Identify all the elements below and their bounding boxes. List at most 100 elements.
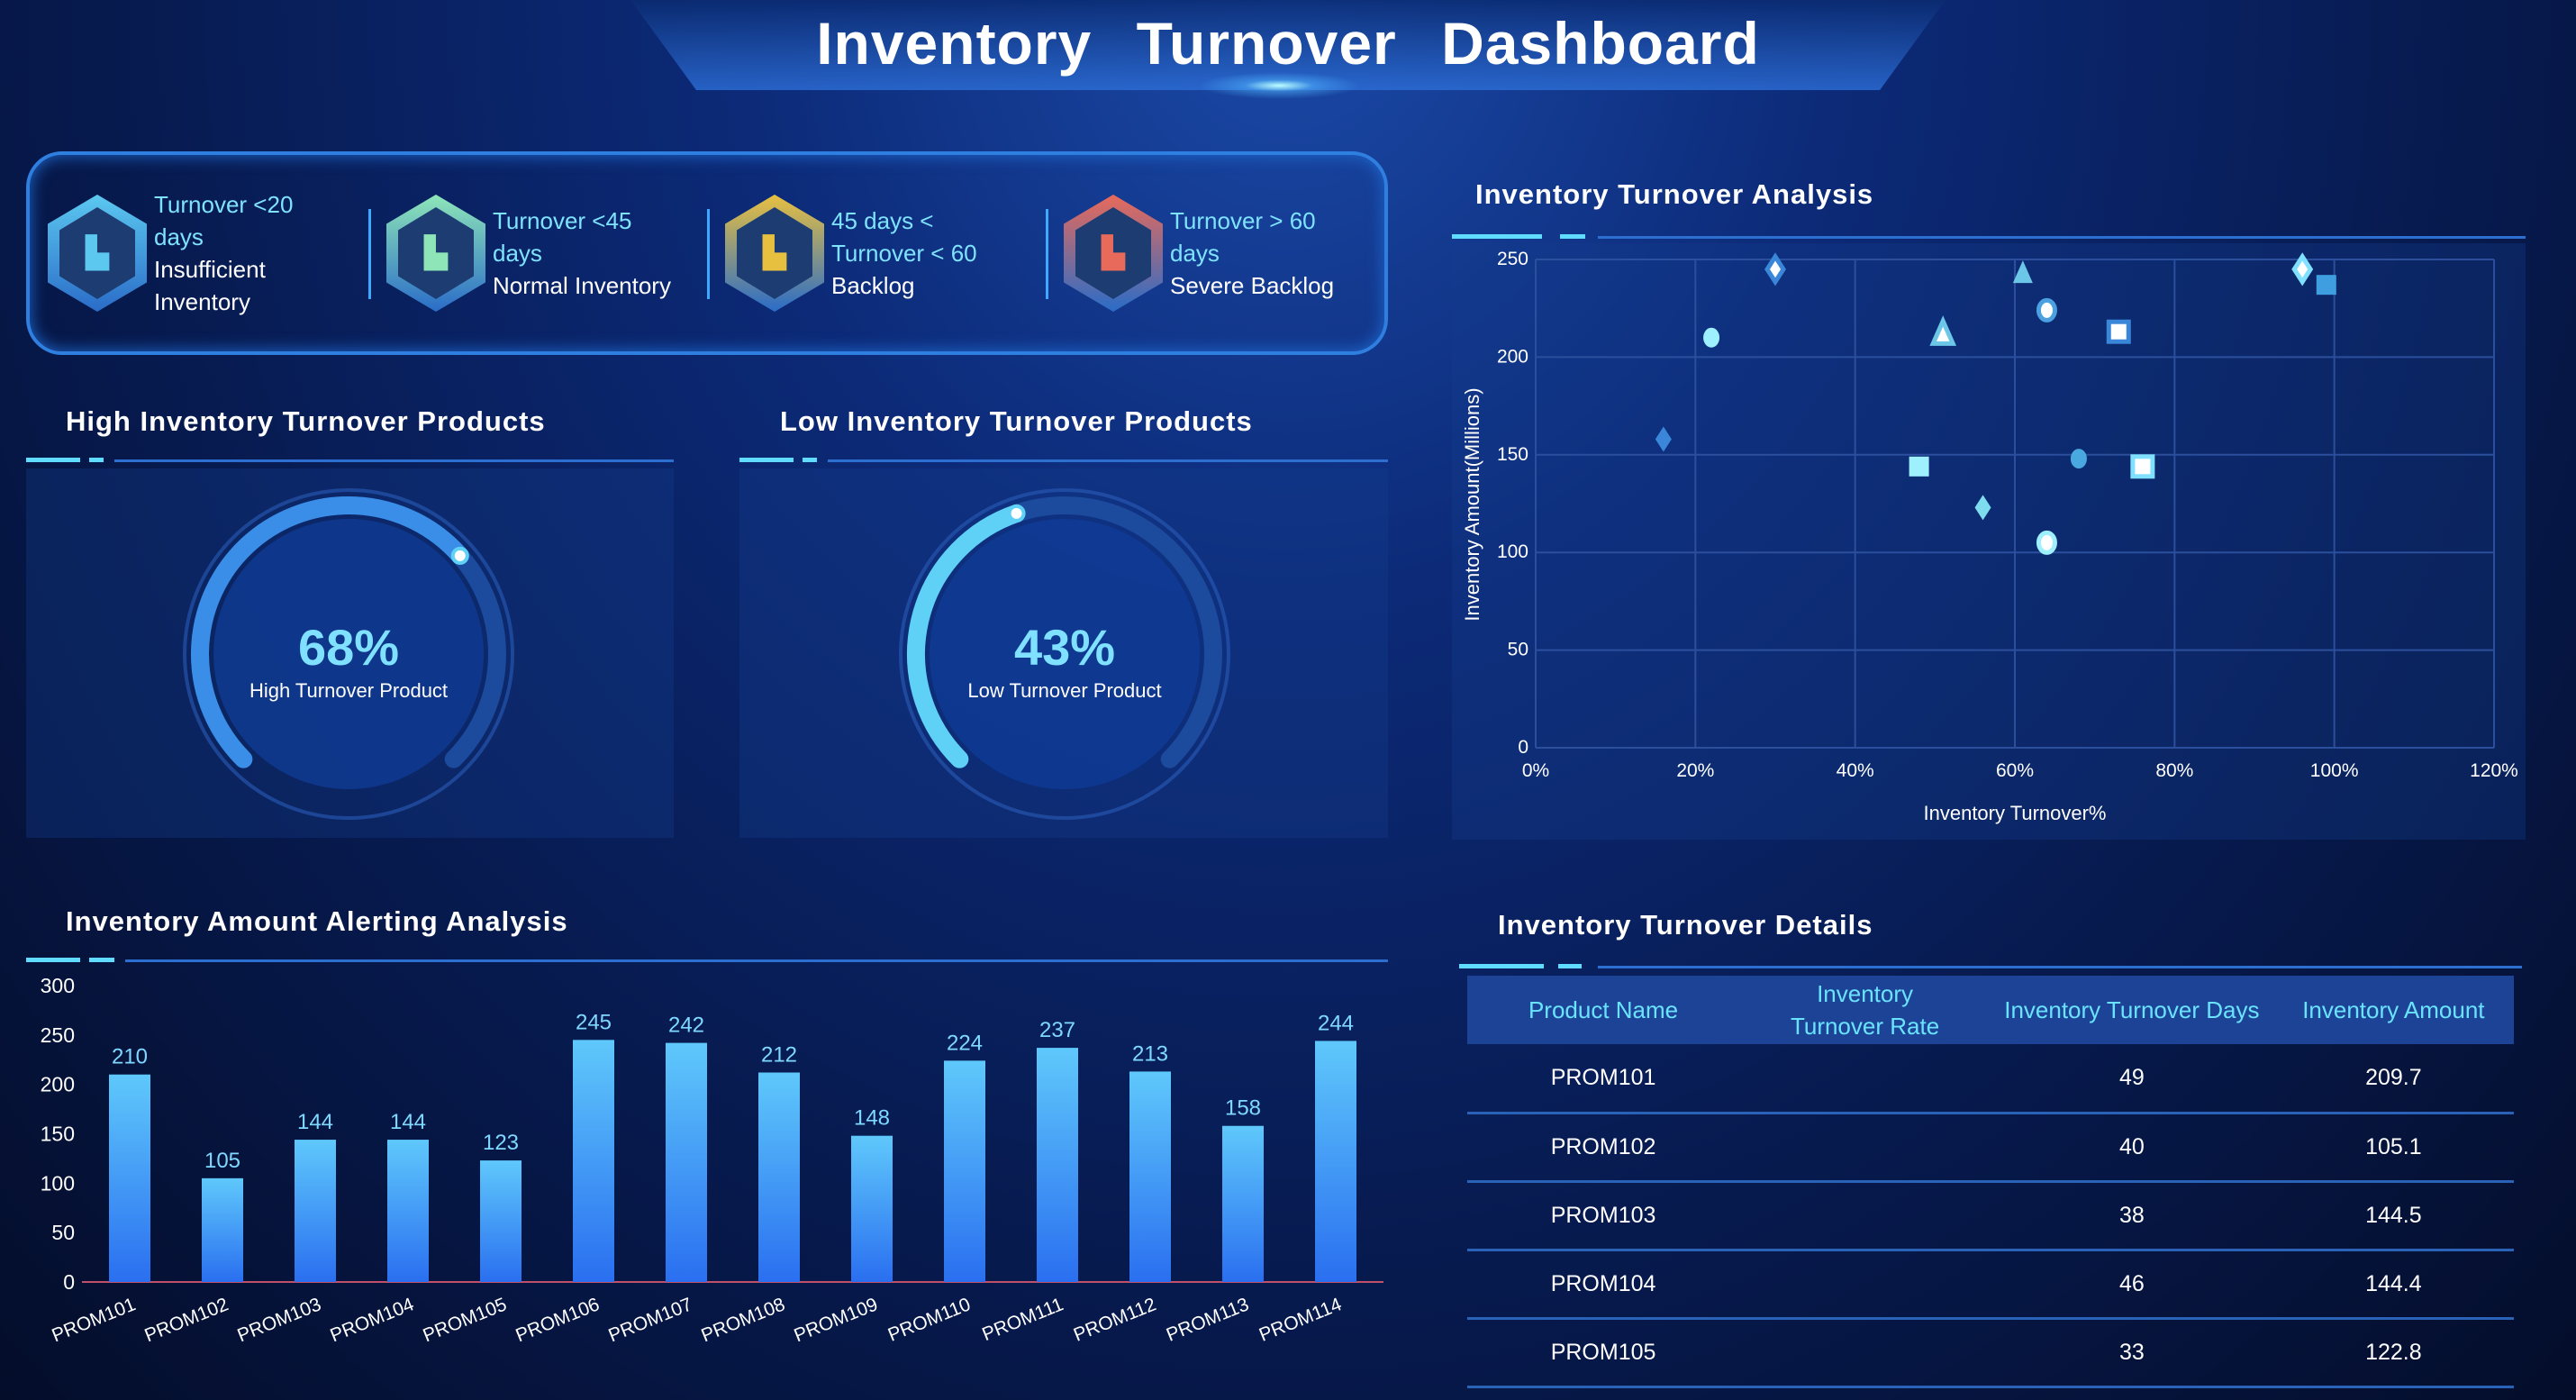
details-table: Product Name Inventory Turnover Rate Inven… xyxy=(1467,976,2514,1388)
bar-value-label: 148 xyxy=(854,1106,890,1131)
column-header[interactable]: Inventory Turnover Rate xyxy=(1739,976,1991,1044)
gauge-label: Low Turnover Product xyxy=(967,679,1161,702)
table-row[interactable]: PROM104 46 144.4 xyxy=(1467,1250,2514,1320)
kpi-card: ▙ 45 days < Turnover < 60 Backlog xyxy=(707,155,1046,351)
gauge-fill xyxy=(907,504,1026,768)
gauge-face xyxy=(213,519,484,789)
scatter-point-diamond xyxy=(1764,252,1786,286)
bar xyxy=(295,1140,336,1282)
high-turnover-gauge: 68% High Turnover Product xyxy=(183,488,514,820)
table-cell: 49 xyxy=(1990,1044,2273,1114)
table-cell: PROM101 xyxy=(1467,1044,1740,1114)
table-cell: 144.5 xyxy=(2272,1181,2514,1251)
column-header[interactable]: Product Name xyxy=(1467,976,1740,1044)
y-axis-label: Inventory Amount(Millions) xyxy=(1461,387,1483,621)
bar-value-label: 123 xyxy=(483,1131,519,1155)
kpi-range: Turnover <20 days xyxy=(154,191,294,250)
scatter-chart: 0% 20% 40% 60% 80% 100% 120% 0 50 100 150 200 250 Inv… xyxy=(1461,249,2518,824)
bar-value-label: 144 xyxy=(390,1110,426,1134)
high-turnover-title: High Inventory Turnover Products xyxy=(66,405,546,437)
low-turnover-title: Low Inventory Turnover Products xyxy=(780,405,1253,437)
bar xyxy=(1129,1071,1171,1282)
y-tick-label: 250 xyxy=(41,1023,75,1047)
low-turnover-gauge: 43% Low Turnover Product xyxy=(899,488,1230,820)
y-tick-label: 50 xyxy=(1508,640,1528,660)
hexagon-badge: ▙ xyxy=(386,195,485,312)
title-glow xyxy=(1198,72,1360,99)
x-tick-label: PROM107 xyxy=(605,1294,695,1346)
scatter-point-circle xyxy=(1703,327,1720,348)
y-tick-label: 0 xyxy=(63,1270,75,1294)
table-title: Inventory Turnover Details xyxy=(1498,909,1873,941)
table-cell: 38 xyxy=(1990,1181,2273,1251)
table-row[interactable]: PROM101 49 209.7 xyxy=(1467,1044,2514,1114)
bar xyxy=(202,1177,243,1282)
scatter-title: Inventory Turnover Analysis xyxy=(1475,178,1874,210)
x-axis-label: Inventory Turnover% xyxy=(1924,802,2107,824)
x-tick-label: 40% xyxy=(1837,760,1874,781)
table-row[interactable]: PROM105 33 122.8 xyxy=(1467,1318,2514,1388)
column-header[interactable]: Inventory Turnover Days xyxy=(1990,976,2273,1044)
table-cell xyxy=(1739,1250,1991,1320)
bar-value-label: 210 xyxy=(112,1045,148,1069)
scatter-point-square xyxy=(2106,319,2131,344)
kpi-card: ▙ Turnover <45 days Normal Inventory xyxy=(368,155,707,351)
column-header[interactable]: Inventory Amount xyxy=(2272,976,2514,1044)
scatter-point-circle xyxy=(2036,530,2057,555)
table-cell: 209.7 xyxy=(2272,1044,2514,1114)
bar xyxy=(1037,1048,1078,1282)
scatter-point-diamond xyxy=(1974,495,1991,521)
bar xyxy=(758,1072,800,1282)
x-tick-label: PROM108 xyxy=(698,1294,788,1346)
x-tick-label: PROM111 xyxy=(979,1294,1066,1345)
y-tick-label: 200 xyxy=(1497,346,1528,367)
table-cell: 46 xyxy=(1990,1250,2273,1320)
x-tick-label: PROM101 xyxy=(49,1294,139,1346)
bar-value-label: 144 xyxy=(297,1110,333,1134)
bar-value-label: 213 xyxy=(1132,1041,1168,1066)
bar-value-label: 212 xyxy=(761,1043,797,1068)
kpi-status: Severe Backlog xyxy=(1170,272,1335,299)
table-cell: 122.8 xyxy=(2272,1318,2514,1388)
x-tick-label: 80% xyxy=(2155,760,2193,781)
y-tick-label: 300 xyxy=(41,974,75,997)
bar xyxy=(944,1060,985,1282)
bar-value-label: 158 xyxy=(1225,1096,1261,1121)
x-tick-label: PROM110 xyxy=(885,1294,974,1345)
x-tick-label: PROM112 xyxy=(1071,1294,1159,1345)
scatter-point-triangle xyxy=(2012,260,2033,284)
bar xyxy=(851,1135,893,1282)
bar xyxy=(1315,1041,1356,1282)
gauge-outer-ring xyxy=(183,488,514,820)
kpi-range: Turnover <45 days xyxy=(493,207,632,267)
table-row[interactable]: PROM102 40 105.1 xyxy=(1467,1113,2514,1183)
section-divider xyxy=(739,458,1388,463)
section-divider xyxy=(1452,234,2526,240)
bar xyxy=(109,1074,150,1282)
x-tick-label: PROM105 xyxy=(420,1294,510,1346)
bar-chart: 0 50 100 150 200 250 300 210 PROM101 105 PROM102 14… xyxy=(41,974,1383,1346)
bar xyxy=(1222,1125,1264,1282)
bar-value-label: 224 xyxy=(947,1031,983,1055)
table-cell xyxy=(1739,1044,1991,1114)
x-tick-label: 20% xyxy=(1676,760,1714,781)
table-row[interactable]: PROM103 38 144.5 xyxy=(1467,1181,2514,1251)
scatter-point-circle xyxy=(2036,297,2057,323)
section-divider xyxy=(1459,964,2522,969)
scatter-point-diamond xyxy=(1655,426,1672,452)
table-cell: PROM105 xyxy=(1467,1318,1740,1388)
scatter-point-circle xyxy=(2070,449,2087,469)
hexagon-badge: ▙ xyxy=(1064,195,1163,312)
kpi-legend-panel: ▙ Turnover <20 days Insufficient Inventor… xyxy=(26,151,1388,355)
y-tick-label: 200 xyxy=(41,1073,75,1096)
bar xyxy=(387,1140,429,1282)
table-cell: 144.4 xyxy=(2272,1250,2514,1320)
section-divider xyxy=(26,458,674,463)
gauge-label: High Turnover Product xyxy=(249,679,448,702)
table-cell xyxy=(1739,1318,1991,1388)
y-tick-label: 250 xyxy=(1497,249,1528,269)
gauge-value: 43% xyxy=(1014,619,1115,676)
scatter-point-square xyxy=(2316,275,2336,295)
bar-chart-icon: ▙ xyxy=(737,207,812,299)
table-cell: 33 xyxy=(1990,1318,2273,1388)
